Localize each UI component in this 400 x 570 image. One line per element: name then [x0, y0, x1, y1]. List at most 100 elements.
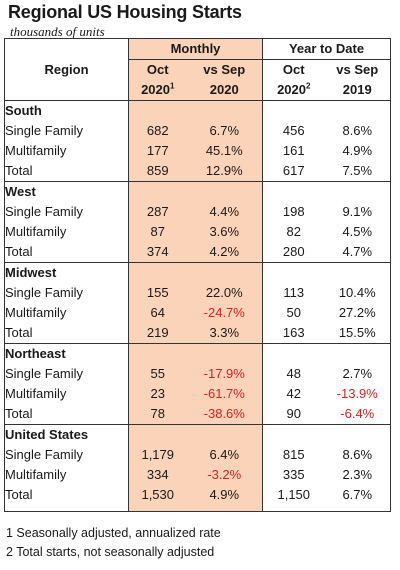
row-label: Single Family [4, 364, 129, 384]
row-label: Total [4, 161, 129, 182]
group-row: Northeast [4, 343, 391, 364]
oct-ytd-value: 48 [286, 366, 301, 381]
table-row: Single Family 55 -17.9% 48 2.7% [4, 364, 391, 384]
vs-sep-monthly-value: 4.9% [186, 485, 264, 505]
vs-sep-ytd-value: 10.4% [338, 285, 376, 300]
group-spacer-cell [186, 343, 264, 364]
monthly-header: Monthly [128, 38, 264, 60]
vs-sep-monthly-value: -24.7% [186, 303, 264, 323]
group-spacer-cell [186, 100, 264, 121]
vs-sep-ytd-value: 8.6% [342, 123, 373, 138]
oct-ytd-value: 280 [282, 244, 305, 259]
vs-sep-monthly-value: -17.9% [186, 364, 264, 384]
row-label: Multifamily [4, 384, 129, 404]
group-row: South [4, 100, 391, 121]
group-spacer-cell [128, 100, 187, 121]
oct-ytd-value: 617 [282, 163, 305, 178]
vs-sep-monthly-value: 45.1% [186, 141, 264, 161]
table-row: Total 1,530 4.9% 1,150 6.7% [4, 485, 391, 505]
table-row: Multifamily 177 45.1% 161 4.9% [4, 141, 391, 161]
group-spacer-cell [324, 343, 391, 364]
oct-monthly-value: 177 [128, 141, 187, 161]
oct-monthly-value: 1,179 [128, 445, 187, 465]
table-row: Single Family 1,179 6.4% 815 8.6% [4, 445, 391, 465]
vs-sep-monthly-year: 2020 [186, 80, 264, 101]
vs-sep-monthly-value: 3.6% [186, 222, 264, 242]
group-spacer-cell [262, 100, 325, 121]
vs-sep-ytd-value: 4.5% [342, 224, 373, 239]
ytd-header: Year to Date [288, 41, 365, 56]
group-spacer-cell [324, 262, 391, 283]
row-label: Total [4, 242, 129, 263]
group-spacer-cell [186, 424, 264, 445]
table-row: Single Family 682 6.7% 456 8.6% [4, 121, 391, 141]
page-title: Regional US Housing Starts [8, 2, 242, 22]
group-row: United States [4, 424, 391, 445]
group-label: Northeast [4, 343, 129, 364]
group-label: West [4, 181, 129, 202]
bottom-spacer-cell [4, 505, 129, 512]
vs-sep-monthly-value: 12.9% [186, 161, 264, 182]
footnotes: 1 Seasonally adjusted, annualized rate 2… [6, 524, 221, 562]
row-label: Single Family [4, 121, 129, 141]
oct-monthly-value: 374 [128, 242, 187, 263]
group-label: South [4, 100, 129, 121]
group-row: Midwest [4, 262, 391, 283]
group-spacer-cell [324, 424, 391, 445]
vs-sep-monthly-header: vs Sep [186, 59, 264, 80]
group-spacer-cell [186, 262, 264, 283]
row-label: Single Family [4, 202, 129, 222]
region-header: Region [4, 38, 129, 101]
table-row: Multifamily 87 3.6% 82 4.5% [4, 222, 391, 242]
group-spacer-cell [186, 181, 264, 202]
table-row: Single Family 287 4.4% 198 9.1% [4, 202, 391, 222]
table-row: Single Family 155 22.0% 113 10.4% [4, 283, 391, 303]
oct-monthly-value: 1,530 [128, 485, 187, 505]
group-label: United States [4, 424, 129, 445]
bottom-spacer-cell [325, 505, 391, 512]
vs-sep-ytd-value: 2.7% [342, 366, 373, 381]
vs-sep-monthly-value: -3.2% [186, 465, 264, 485]
footnote-1: 1 Seasonally adjusted, annualized rate [6, 526, 221, 540]
row-label: Total [4, 485, 129, 505]
oct-monthly-year: 20201 [128, 80, 187, 101]
oct-monthly-value: 219 [128, 323, 187, 344]
oct-ytd-value: 42 [286, 386, 301, 401]
group-row: West [4, 181, 391, 202]
oct-monthly-header: Oct [128, 59, 187, 80]
table-row: Multifamily 334 -3.2% 335 2.3% [4, 465, 391, 485]
vs-sep-ytd-value: 2.3% [342, 467, 373, 482]
group-label: Midwest [4, 262, 129, 283]
oct-ytd-value: 198 [282, 204, 305, 219]
row-label: Total [4, 323, 129, 344]
row-label: Total [4, 404, 129, 425]
bottom-spacer-cell [128, 505, 187, 512]
bottom-spacer-cell [186, 505, 264, 512]
oct-monthly-value: 287 [128, 202, 187, 222]
oct-ytd-header: Oct [262, 59, 325, 80]
vs-sep-ytd-value: 9.1% [342, 204, 373, 219]
oct-ytd-value: 815 [282, 447, 305, 462]
vs-sep-ytd-header: vs Sep [324, 59, 391, 80]
row-label: Multifamily [4, 141, 129, 161]
vs-sep-ytd-value: -13.9% [336, 386, 378, 401]
vs-sep-monthly-value: -38.6% [186, 404, 264, 425]
vs-sep-ytd-value: 6.7% [342, 487, 373, 502]
group-spacer-cell [262, 343, 325, 364]
footnote-2: 2 Total starts, not seasonally adjusted [6, 545, 215, 559]
oct-ytd-year: 20202 [277, 81, 311, 97]
oct-monthly-value: 64 [128, 303, 187, 323]
vs-sep-ytd-year: 2019 [342, 82, 372, 97]
header-row-2: Oct vs Sep Oct vs Sep [5, 59, 391, 80]
row-label: Multifamily [4, 303, 129, 323]
oct-monthly-value: 155 [128, 283, 187, 303]
row-label: Multifamily [4, 222, 129, 242]
vs-sep-monthly-value: 4.2% [186, 242, 264, 263]
vs-sep-monthly-value: 6.7% [186, 121, 264, 141]
oct-monthly-value: 23 [128, 384, 187, 404]
table-row: Total 219 3.3% 163 15.5% [4, 323, 391, 344]
vs-sep-monthly-value: -61.7% [186, 384, 264, 404]
oct-ytd-value: 161 [282, 143, 305, 158]
oct-monthly-value: 334 [128, 465, 187, 485]
vs-sep-monthly-value: 3.3% [186, 323, 264, 344]
